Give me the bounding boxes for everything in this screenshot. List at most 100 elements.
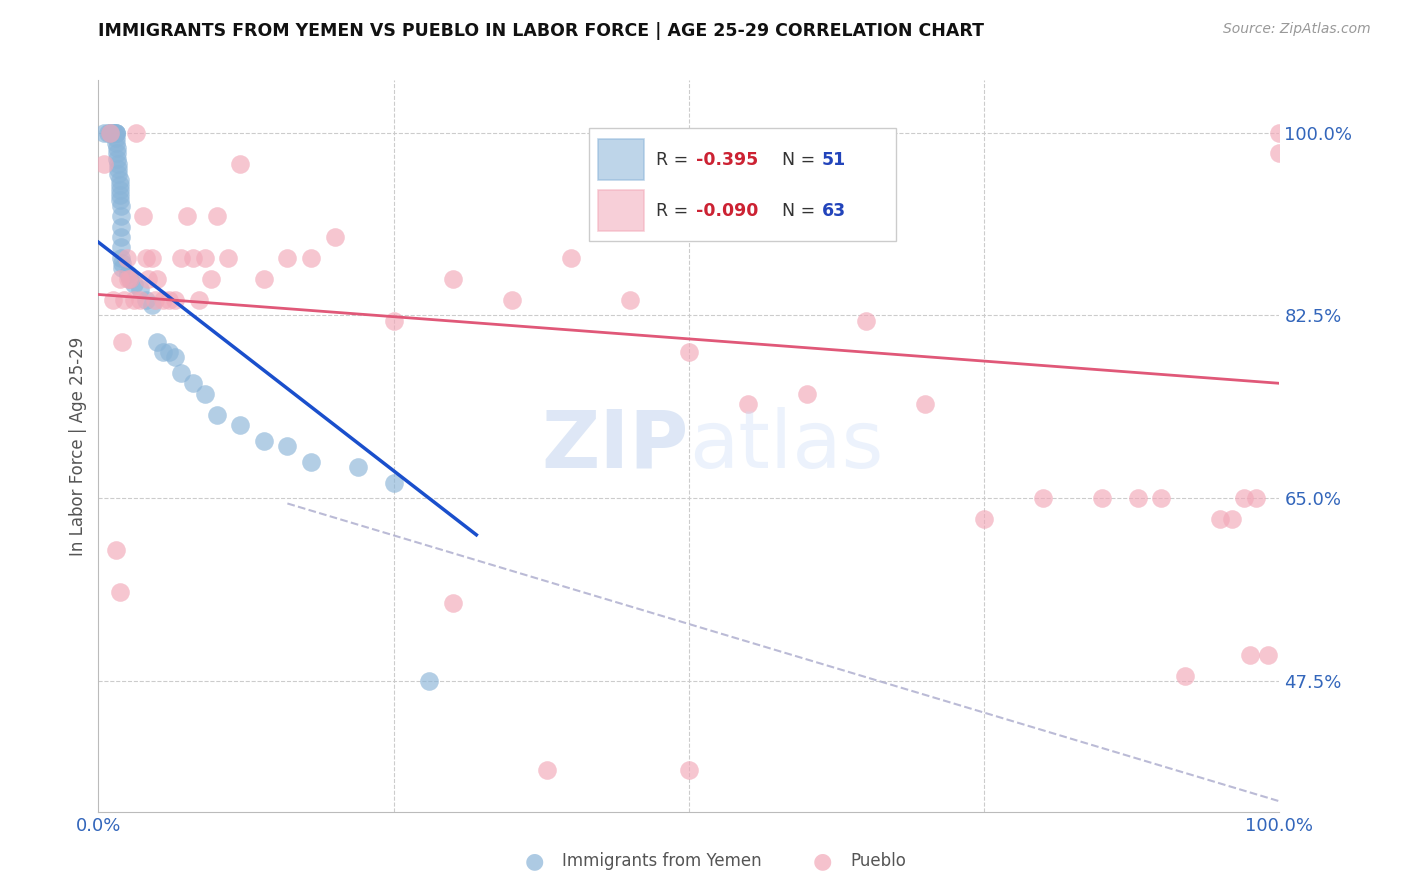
- Point: [1239, 648, 1261, 662]
- Point: [103, 126, 125, 140]
- Point: [157, 293, 180, 307]
- Point: [132, 209, 155, 223]
- Point: [382, 313, 405, 327]
- Text: N =: N =: [782, 202, 821, 219]
- Point: [105, 126, 128, 140]
- Point: [418, 674, 440, 689]
- Point: [737, 397, 759, 411]
- Point: [441, 596, 464, 610]
- Point: [1174, 669, 1197, 683]
- Point: [107, 157, 129, 171]
- Point: [97, 126, 120, 140]
- Point: [299, 455, 322, 469]
- Point: [110, 230, 132, 244]
- Point: [128, 293, 150, 307]
- Point: [796, 386, 818, 401]
- Text: Pueblo: Pueblo: [851, 852, 907, 870]
- Text: R =: R =: [657, 202, 693, 219]
- Point: [108, 178, 131, 192]
- Point: [323, 230, 346, 244]
- Point: [276, 439, 298, 453]
- Point: [152, 345, 174, 359]
- Point: [855, 313, 877, 327]
- Point: [111, 334, 134, 349]
- Point: [122, 277, 145, 291]
- Point: [111, 256, 134, 270]
- Point: [107, 167, 129, 181]
- Point: [299, 251, 322, 265]
- Point: [136, 272, 159, 286]
- Point: [441, 272, 464, 286]
- Point: [1091, 491, 1114, 506]
- Point: [112, 293, 135, 307]
- Point: [105, 141, 128, 155]
- Point: [108, 183, 131, 197]
- Text: -0.395: -0.395: [696, 151, 758, 169]
- Point: [93, 157, 115, 171]
- Point: [105, 136, 128, 150]
- Point: [501, 293, 523, 307]
- Point: [146, 334, 169, 349]
- Point: [108, 172, 131, 186]
- Point: [229, 418, 252, 433]
- Point: [194, 386, 217, 401]
- Point: [108, 188, 131, 202]
- Point: [1244, 491, 1267, 506]
- Point: [536, 763, 558, 777]
- Point: [105, 543, 128, 558]
- Point: [120, 272, 142, 286]
- Point: [110, 251, 132, 265]
- Point: [117, 272, 139, 286]
- Point: [619, 293, 641, 307]
- Point: [181, 251, 204, 265]
- Point: [105, 126, 128, 140]
- Point: [1268, 126, 1291, 140]
- Point: [98, 126, 121, 140]
- Text: ●: ●: [813, 851, 832, 871]
- Point: [1032, 491, 1054, 506]
- Text: ZIP: ZIP: [541, 407, 689, 485]
- Point: [1150, 491, 1173, 506]
- Point: [101, 126, 124, 140]
- Point: [108, 194, 131, 208]
- Point: [117, 267, 139, 281]
- Point: [141, 298, 163, 312]
- Point: [678, 345, 700, 359]
- Point: [194, 251, 217, 265]
- Point: [217, 251, 239, 265]
- Point: [101, 293, 124, 307]
- Point: [110, 219, 132, 234]
- Text: 63: 63: [823, 202, 846, 219]
- Point: [205, 209, 228, 223]
- Point: [678, 763, 700, 777]
- Point: [110, 240, 132, 254]
- Y-axis label: In Labor Force | Age 25-29: In Labor Force | Age 25-29: [69, 336, 87, 556]
- Point: [135, 251, 157, 265]
- Point: [98, 126, 121, 140]
- Point: [229, 157, 252, 171]
- Point: [1257, 648, 1279, 662]
- Point: [111, 261, 134, 276]
- Text: IMMIGRANTS FROM YEMEN VS PUEBLO IN LABOR FORCE | AGE 25-29 CORRELATION CHART: IMMIGRANTS FROM YEMEN VS PUEBLO IN LABOR…: [98, 22, 984, 40]
- Point: [205, 408, 228, 422]
- Text: ●: ●: [524, 851, 544, 871]
- Point: [973, 512, 995, 526]
- Point: [93, 126, 115, 140]
- Point: [128, 282, 150, 296]
- Text: atlas: atlas: [689, 407, 883, 485]
- Point: [125, 126, 148, 140]
- Point: [141, 251, 163, 265]
- Text: Source: ZipAtlas.com: Source: ZipAtlas.com: [1223, 22, 1371, 37]
- Point: [146, 272, 169, 286]
- Point: [560, 251, 582, 265]
- Point: [347, 459, 370, 474]
- Point: [1209, 512, 1232, 526]
- Point: [170, 251, 193, 265]
- FancyBboxPatch shape: [598, 139, 644, 180]
- Point: [1126, 491, 1149, 506]
- Point: [105, 152, 128, 166]
- Point: [135, 293, 157, 307]
- Point: [108, 585, 131, 599]
- Point: [253, 272, 276, 286]
- Point: [181, 376, 204, 391]
